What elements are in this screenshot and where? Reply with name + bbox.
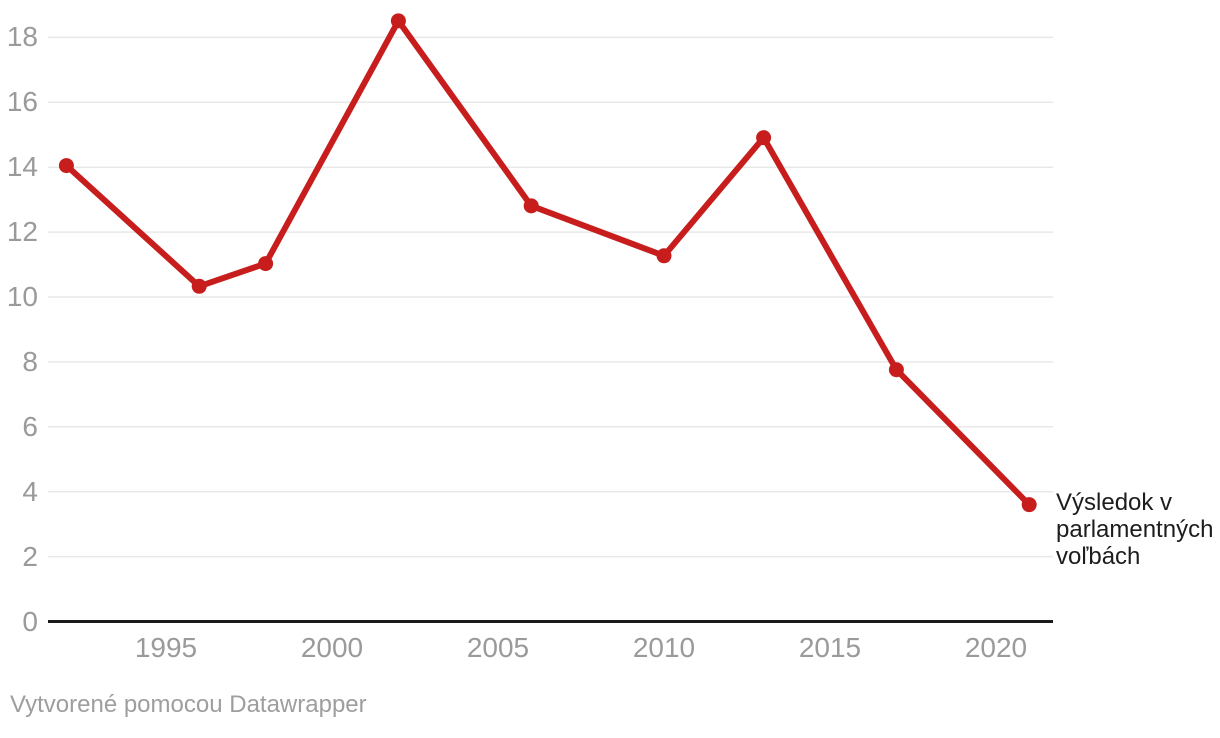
y-tick-label: 2	[22, 540, 38, 572]
x-tick-label: 2005	[466, 632, 530, 663]
y-tick-label: 14	[6, 151, 38, 183]
x-tick-label: 2015	[798, 632, 862, 663]
data-point	[756, 130, 772, 146]
y-tick-label: 8	[22, 345, 38, 377]
series-line	[63, 17, 1033, 508]
data-point	[390, 13, 406, 29]
data-point	[888, 362, 904, 378]
series-direct-label: Výsledok v parlamentných voľbách	[1056, 489, 1214, 570]
y-tick-label: 6	[22, 410, 38, 442]
y-tick-label: 4	[22, 475, 38, 507]
x-tick-label: 1995	[134, 632, 198, 663]
data-point	[523, 198, 539, 214]
data-point	[191, 278, 207, 294]
y-tick-label: 10	[6, 281, 38, 312]
x-tick-label: 2020	[964, 632, 1028, 663]
y-tick-label: 18	[6, 21, 38, 53]
data-point	[58, 158, 74, 174]
data-point	[258, 256, 274, 272]
x-tick-label: 2000	[300, 632, 364, 663]
x-tick-label: 2010	[632, 632, 696, 663]
data-point	[1021, 497, 1037, 513]
data-point	[656, 248, 672, 264]
y-tick-label: 16	[6, 86, 38, 118]
y-tick-label: 12	[6, 216, 38, 248]
datawrapper-credit: Vytvorené pomocou Datawrapper	[10, 691, 367, 718]
y-tick-label: 0	[22, 605, 38, 637]
